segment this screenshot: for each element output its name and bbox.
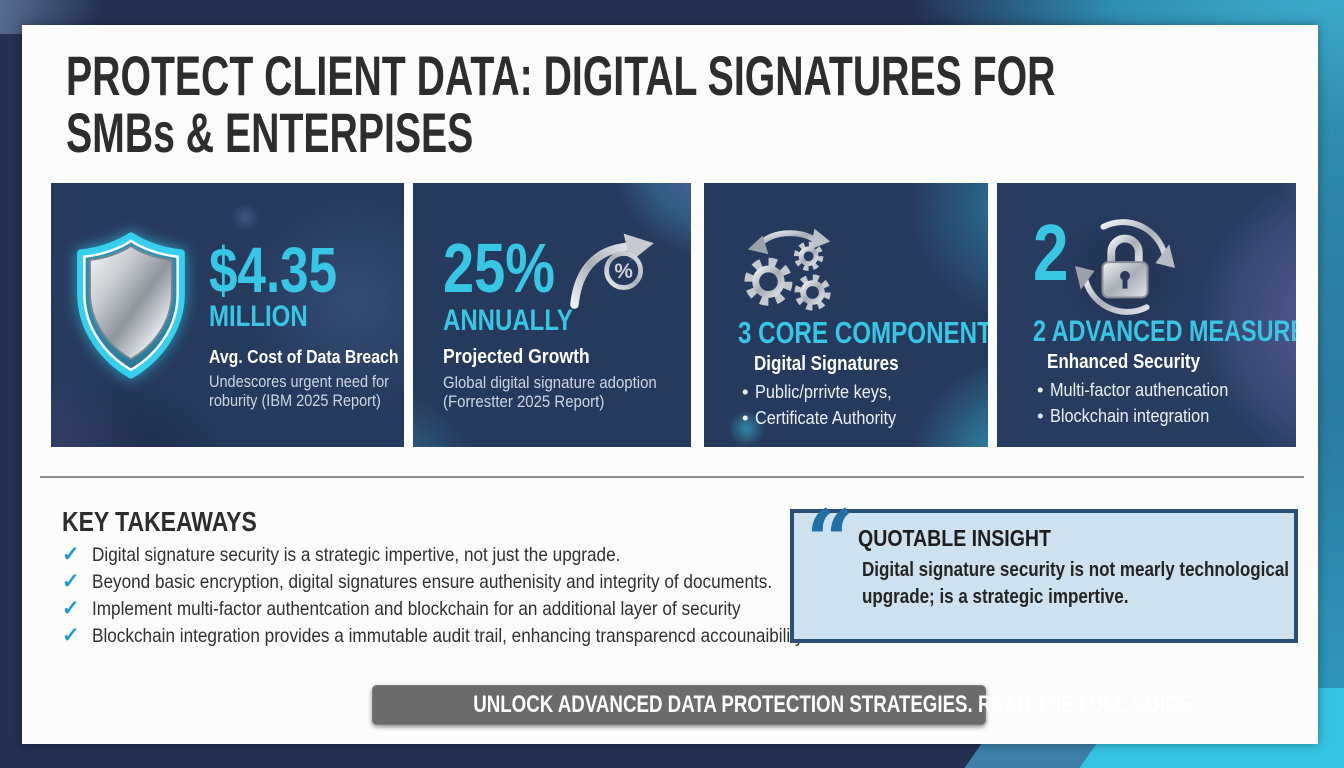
quote-text: Digital signature security is not mearly… xyxy=(862,557,1344,611)
takeaway-item: ✓ Implement multi-factor authentcation a… xyxy=(62,596,905,623)
check-icon: ✓ xyxy=(62,624,80,647)
gears-icon xyxy=(744,228,831,311)
quote-icon: “ xyxy=(806,491,855,590)
takeaways-heading: KEY TAKEAWAYS xyxy=(62,506,257,537)
quotable-insight-box: “ QUOTABLE INSIGHT Digital signature sec… xyxy=(790,499,1298,643)
takeaways-list: ✓ Digital signature security is a strate… xyxy=(62,542,905,650)
percent-glyph: % xyxy=(614,260,633,283)
stat-value: 25% xyxy=(443,229,556,307)
quote-heading: QUOTABLE INSIGHT xyxy=(858,525,1051,551)
card-bullet: Blockchain integration xyxy=(1050,405,1210,426)
quote-line: Digital signature security is not mearly… xyxy=(862,559,1290,581)
stat-card-growth: 25% % ANNUALLY Projected Growth Global d… xyxy=(413,183,691,447)
check-icon: ✓ xyxy=(62,597,80,620)
big-number: 2 xyxy=(1033,208,1069,297)
quote-line: upgrade; is a strategic impertive. xyxy=(862,586,1129,608)
cta-label: UNLOCK ADVANCED DATA PROTECTION STRATEGI… xyxy=(473,691,1191,718)
bullet-glyph: • xyxy=(742,407,749,428)
card-label: Digital Signatures xyxy=(754,353,899,375)
stat-description: Global digital signature adoption (Forre… xyxy=(443,373,657,411)
lock-refresh-icon xyxy=(1074,219,1176,315)
content-sheet: PROTECT CLIENT DATA: DIGITAL SIGNATURES … xyxy=(22,25,1318,744)
shield-icon xyxy=(77,232,185,379)
card-heading: 3 CORE COMPONENTS xyxy=(738,315,988,350)
takeaway-item: ✓ Digital signature security is a strate… xyxy=(62,542,905,569)
card-heading: 2 ADVANCED MEASURES xyxy=(1033,315,1296,348)
card-bullet: Public/prrivte keys, xyxy=(755,381,893,402)
stat-card-breach-cost: $4.35 MILLION Avg. Cost of Data Breach U… xyxy=(51,183,404,447)
stat-value-unit: ANNUALLY xyxy=(443,304,573,337)
bullet-glyph: • xyxy=(1037,405,1044,426)
takeaway-text: Implement multi-factor authentcation and… xyxy=(92,598,741,620)
section-divider xyxy=(40,476,1304,478)
growth-arrow-icon: % xyxy=(570,233,654,309)
stat-label: Projected Growth xyxy=(443,346,590,368)
check-icon: ✓ xyxy=(62,543,80,566)
takeaway-text: Digital signature security is a strategi… xyxy=(92,544,621,566)
read-guide-button[interactable]: UNLOCK ADVANCED DATA PROTECTION STRATEGI… xyxy=(372,685,1191,725)
stat-card-measures: 2 2 ADVANCED MEASURES Enhanced Security xyxy=(997,183,1296,447)
takeaway-item: ✓ Beyond basic encryption, digital signa… xyxy=(62,569,905,596)
title-line-1: PROTECT CLIENT DATA: DIGITAL SIGNATURES … xyxy=(66,44,1056,107)
stat-description: Undescores urgent need for roburity (IBM… xyxy=(209,373,390,410)
page-title: PROTECT CLIENT DATA: DIGITAL SIGNATURES … xyxy=(66,47,1344,161)
check-icon: ✓ xyxy=(62,570,80,593)
stat-label: Avg. Cost of Data Breach xyxy=(209,347,399,367)
title-line-2: SMBs & ENTERPISES xyxy=(66,101,474,164)
takeaway-item: ✓ Blockchain integration provides a immu… xyxy=(62,623,905,650)
stat-value-unit: MILLION xyxy=(209,300,308,333)
card-bullet: Certificate Authority xyxy=(755,407,897,428)
bullet-glyph: • xyxy=(742,381,749,402)
card-bullet: Multi-factor authencation xyxy=(1050,379,1229,400)
bullet-glyph: • xyxy=(1037,379,1044,400)
takeaway-text: Blockchain integration provides a immuta… xyxy=(92,625,808,647)
stat-card-components: 3 CORE COMPONENTS Digital Signatures • Pu… xyxy=(704,183,988,447)
card-label: Enhanced Security xyxy=(1047,351,1201,373)
takeaway-text: Beyond basic encryption, digital signatu… xyxy=(92,571,773,593)
stat-value: $4.35 xyxy=(209,234,338,306)
